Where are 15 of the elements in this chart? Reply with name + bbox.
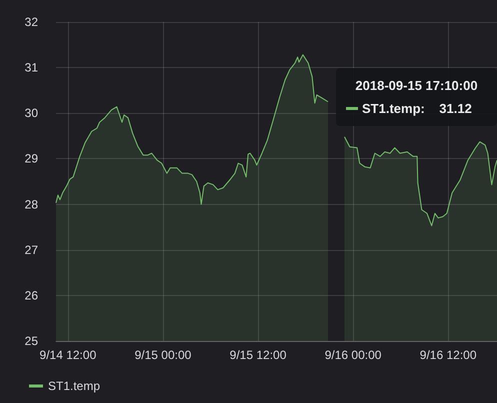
y-tick-label: 28	[24, 197, 38, 212]
x-tick-label: 9/14 12:00	[40, 348, 97, 362]
x-tick-label: 9/15 12:00	[230, 348, 287, 362]
annotation: 2018-09-15 17:10:00 ST1.temp: 31.12	[354, 78, 479, 116]
x-tick-label: 9/15 00:00	[134, 348, 192, 362]
y-tick-label: 25	[24, 334, 38, 348]
y-tick-label: 29	[24, 152, 38, 166]
y-tick-label: 31	[24, 60, 38, 75]
y-tick-label: 30	[24, 106, 38, 120]
x-tick-label: 9/16 00:00	[324, 348, 382, 362]
x-tick-label: 9/16 12:00	[420, 348, 477, 362]
y-tick-label: 26	[24, 288, 38, 302]
y-tick-label: 32	[24, 15, 38, 29]
legend-label: ST1.temp	[48, 379, 100, 393]
y-tick-label: 27	[24, 242, 38, 257]
